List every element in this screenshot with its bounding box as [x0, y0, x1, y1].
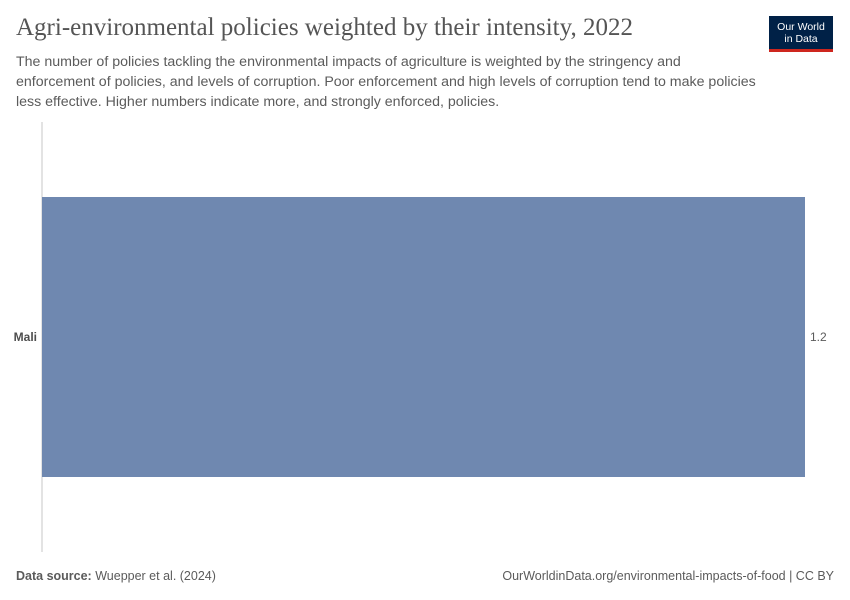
value-label: 1.2 — [810, 330, 827, 344]
footer-url[interactable]: OurWorldinData.org/environmental-impacts… — [502, 569, 834, 583]
data-source-link[interactable]: Wuepper et al. (2024) — [95, 569, 216, 583]
data-source-label: Data source: — [16, 569, 92, 583]
data-source: Data source: Wuepper et al. (2024) — [16, 569, 216, 583]
category-label[interactable]: Mali — [14, 330, 37, 344]
logo-line-1: Our World — [777, 21, 825, 33]
owid-logo[interactable]: Our World in Data — [769, 16, 833, 52]
chart-title: Agri-environmental policies weighted by … — [16, 14, 633, 41]
logo-line-2: in Data — [784, 33, 818, 45]
chart-subtitle: The number of policies tackling the envi… — [16, 54, 756, 110]
bar-mali[interactable] — [42, 197, 805, 477]
